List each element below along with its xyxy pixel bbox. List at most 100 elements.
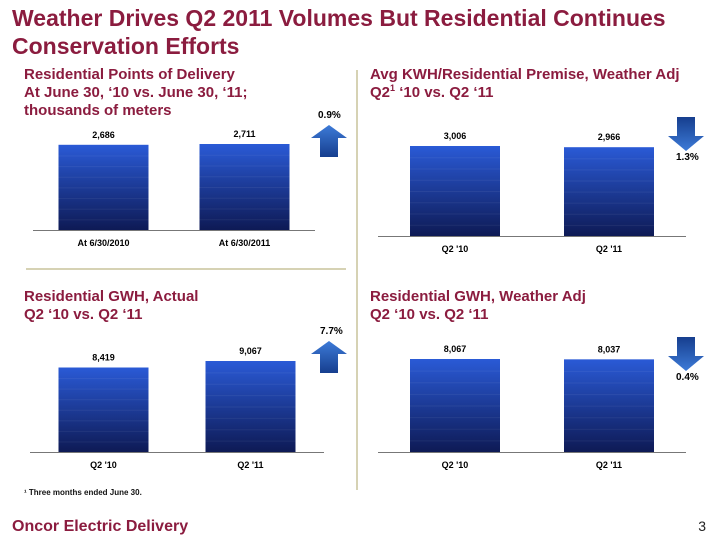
bar-1-band — [410, 213, 500, 215]
category-label-2: At 6/30/2011 — [219, 238, 271, 248]
bar-2-band — [564, 417, 654, 419]
bar-2-band — [564, 440, 654, 442]
bar-2-band — [564, 370, 654, 372]
slide-title-line-1: Weather Drives Q2 2011 Volumes But Resid… — [12, 5, 666, 31]
panel-2-footnote-marker: 1 — [390, 83, 396, 93]
bar-1-band — [58, 219, 149, 221]
bar-2-band — [205, 440, 296, 442]
bar-2-band — [564, 224, 654, 226]
bar-1-band — [58, 388, 149, 390]
bar-1-band — [58, 176, 149, 178]
slide-title: Weather Drives Q2 2011 Volumes But Resid… — [12, 4, 712, 60]
bar-value-label-1: 2,686 — [92, 130, 115, 140]
category-label-1: Q2 '10 — [442, 244, 469, 254]
panel-2-title-line-1: Avg KWH/Residential Premise, Weather Adj — [370, 66, 680, 83]
panel-3-up-arrow-icon — [311, 341, 347, 373]
bar-1-band — [410, 157, 500, 159]
bar-1 — [410, 359, 500, 452]
panel-4-bar-chart: 8,067 Q2 '10 8,037 Q2 '11 — [378, 344, 686, 470]
category-label-1: Q2 '10 — [442, 460, 469, 470]
bar-2-band — [205, 417, 296, 419]
panel-4-change-label: 0.4% — [676, 372, 699, 383]
footer-company-name: Oncor Electric Delivery — [12, 518, 189, 535]
panel-4-title-line-2: Q2 ‘10 vs. Q2 ‘11 — [370, 306, 489, 323]
category-label-1: Q2 '10 — [90, 460, 117, 470]
panel-3-change-label: 7.7% — [320, 326, 343, 337]
panel-3-bar-chart: 8,419 Q2 '10 9,067 Q2 '11 — [30, 346, 324, 470]
panel-4-title: Residential GWH, Weather Adj Q2 ‘10 vs. … — [370, 288, 586, 324]
panel-2-change-label: 1.3% — [676, 152, 699, 163]
bar-1 — [58, 144, 149, 230]
horizontal-divider — [26, 268, 346, 270]
panel-2-bar-chart: 3,006 Q2 '10 2,966 Q2 '11 — [378, 131, 686, 254]
bar-2-band — [199, 219, 290, 221]
bar-2-band — [205, 406, 296, 408]
bar-2-band — [564, 405, 654, 407]
bar-2-band — [205, 372, 296, 374]
bar-1-band — [58, 409, 149, 411]
bar-2-band — [199, 176, 290, 178]
panel-2-title: Avg KWH/Residential Premise, Weather Adj… — [370, 66, 680, 102]
bar-1-band — [410, 202, 500, 204]
page-number: 3 — [698, 518, 706, 534]
bar-2 — [564, 147, 654, 236]
bar-2-band — [564, 394, 654, 396]
bar-1-band — [58, 420, 149, 422]
bar-1-band — [410, 382, 500, 384]
category-label-1: At 6/30/2010 — [77, 238, 129, 248]
bar-1-band — [410, 428, 500, 430]
bar-2 — [205, 361, 296, 452]
bar-2-band — [564, 202, 654, 204]
bar-2-band — [564, 382, 654, 384]
bar-2-band — [564, 213, 654, 215]
panel-4-down-arrow-icon — [668, 337, 704, 371]
bar-2-band — [199, 165, 290, 167]
bar-1-band — [410, 179, 500, 181]
panel-1-title: Residential Points of Delivery At June 3… — [24, 66, 247, 120]
bar-1-band — [410, 370, 500, 372]
panel-1-title-line-2: At June 30, ‘10 vs. June 30, ‘11; — [24, 84, 248, 101]
category-label-2: Q2 '11 — [596, 244, 622, 254]
bar-1-band — [58, 187, 149, 189]
panel-2-title-line-2: Q21 ‘10 vs. Q2 ‘11 — [370, 84, 680, 102]
bar-1 — [58, 367, 149, 452]
bar-2-band — [564, 169, 654, 171]
bar-1-band — [58, 198, 149, 200]
bar-value-label-1: 8,067 — [444, 344, 467, 354]
bar-1-band — [58, 155, 149, 157]
panel-3-title: Residential GWH, Actual Q2 ‘10 vs. Q2 ‘1… — [24, 288, 198, 324]
bar-2-band — [564, 428, 654, 430]
panel-3-title-line-2: Q2 ‘10 vs. Q2 ‘11 — [24, 306, 143, 323]
bar-2-band — [199, 154, 290, 156]
category-label-2: Q2 '11 — [237, 460, 263, 470]
bar-1-band — [58, 166, 149, 168]
category-label-2: Q2 '11 — [596, 460, 622, 470]
bar-2-band — [205, 429, 296, 431]
vertical-divider — [356, 70, 358, 490]
bar-2 — [564, 359, 654, 452]
bar-2 — [199, 144, 290, 230]
panel-1-change-label: 0.9% — [318, 110, 341, 121]
panel-3-title-line-1: Residential GWH, Actual — [24, 288, 199, 305]
bar-1-band — [410, 440, 500, 442]
bar-1-band — [58, 378, 149, 380]
bar-1 — [410, 146, 500, 236]
panel-4-title-line-1: Residential GWH, Weather Adj — [370, 288, 586, 305]
bar-1-band — [410, 224, 500, 226]
bar-1-band — [58, 208, 149, 210]
bar-2-band — [564, 158, 654, 160]
slide-title-line-2: Conservation Efforts — [12, 33, 240, 59]
bar-1-band — [410, 191, 500, 192]
panel-1-title-line-3: thousands of meters — [24, 102, 172, 119]
panel-1-title-line-1: Residential Points of Delivery — [24, 66, 235, 83]
bar-1-band — [58, 399, 149, 401]
panel-2-title-rest: ‘10 vs. Q2 ‘11 — [395, 84, 494, 101]
bar-2-band — [199, 208, 290, 210]
bar-2-band — [564, 191, 654, 193]
bar-1-band — [410, 393, 500, 395]
bar-2-band — [205, 383, 296, 385]
panel-2-down-arrow-icon — [668, 117, 704, 151]
bar-2-band — [199, 187, 290, 188]
panel-2-title-q2: Q2 — [370, 84, 391, 101]
bar-value-label-1: 3,006 — [444, 131, 467, 141]
